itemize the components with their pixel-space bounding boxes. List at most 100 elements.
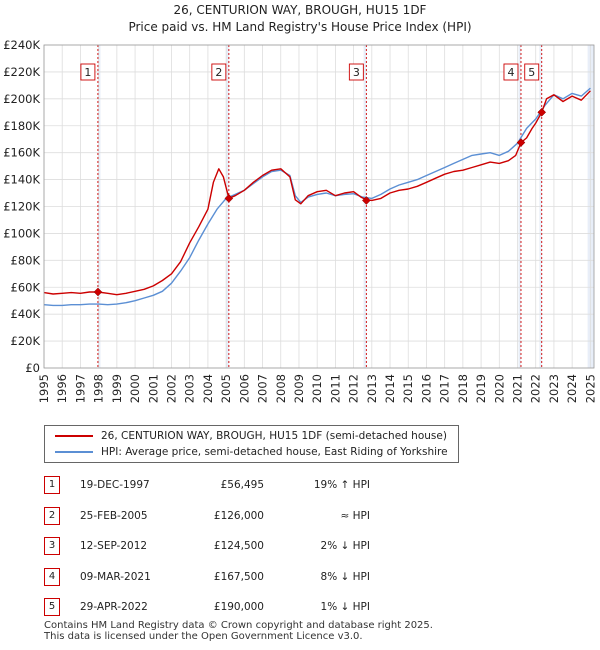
sale-date: 25-FEB-2005 — [80, 509, 148, 522]
y-tick-label: £40K — [11, 307, 41, 321]
sale-label-box-3 — [348, 63, 364, 81]
sale-label-5: 5 — [528, 66, 535, 79]
y-axis-ticks: £0 £20K £40K £60K £80K £100K £120K £140K £160K £1… — [3, 38, 40, 375]
x-tick-label: 2018 — [456, 374, 470, 403]
x-tick-label: 2022 — [529, 374, 543, 403]
x-tick-label: 2004 — [201, 374, 215, 403]
x-tick-label: 2003 — [183, 374, 197, 403]
x-tick-label: 2011 — [328, 374, 342, 403]
legend-swatch-hpi — [55, 451, 93, 453]
sale-markers — [93, 107, 547, 297]
series-lines — [43, 87, 591, 307]
x-tick-label: 2001 — [146, 374, 160, 403]
x-tick-label: 2009 — [292, 374, 306, 403]
chart-title: 26, CENTURION WAY, BROUGH, HU15 1DF Pric… — [0, 2, 600, 36]
x-axis-ticks: 1995 1996 1997 1998 1999 2000 2001 2002 2003 2004… — [37, 374, 597, 403]
sale-number-badge: 2 — [44, 506, 60, 525]
sale-marker-2 — [224, 194, 234, 203]
sale-row-5: 5 29-APR-2022 £190,000 1% ↓ HPI — [0, 598, 600, 618]
sale-label-2: 2 — [215, 66, 222, 79]
x-tick-label: 2024 — [565, 374, 579, 403]
x-tick-label: 2005 — [219, 374, 233, 403]
sale-date: 12-SEP-2012 — [80, 540, 148, 552]
sale-price: £190,000 — [213, 601, 264, 613]
x-tick-label: 2002 — [164, 374, 178, 403]
x-tick-label: 2006 — [237, 374, 251, 403]
sale-price: £56,495 — [220, 479, 264, 491]
x-tick-label: 1995 — [37, 374, 51, 403]
sale-number-badge: 3 — [44, 537, 60, 555]
sale-number-badge: 4 — [44, 567, 60, 586]
sale-price: £124,500 — [213, 540, 264, 552]
footer-line-2: This data is licensed under the Open Gov… — [44, 631, 363, 642]
sale-marker-5 — [537, 107, 547, 117]
x-tick-label: 2019 — [474, 374, 488, 403]
legend: 26, CENTURION WAY, BROUGH, HU15 1DF (sem… — [44, 425, 459, 463]
x-tick-label: 2023 — [547, 374, 561, 403]
x-tick-label: 2013 — [365, 374, 379, 403]
plot-frame — [43, 44, 595, 369]
sale-date: 19-DEC-1997 — [80, 479, 150, 491]
grid — [43, 44, 594, 369]
sale-number-badge: 1 — [44, 476, 60, 494]
x-tick-label: 2017 — [438, 374, 452, 403]
legend-swatch-property — [55, 435, 93, 437]
y-tick-label: £200K — [3, 92, 40, 106]
x-tick-label: 2000 — [128, 374, 142, 403]
x-tick-label: 2012 — [347, 374, 361, 403]
sale-date: 09-MAR-2021 — [80, 570, 151, 583]
sale-price: £126,000 — [213, 509, 264, 522]
footer: Contains HM Land Registry data © Crown c… — [44, 620, 433, 642]
y-tick-label: £160K — [3, 146, 40, 160]
x-tick-label: 1998 — [92, 374, 106, 403]
sale-label-box-5 — [524, 63, 540, 81]
y-tick-label: £240K — [3, 38, 40, 52]
sale-hpi-diff: 8% ↓ HPI — [320, 570, 370, 583]
sale-marker-3 — [361, 196, 371, 205]
footer-line-1: Contains HM Land Registry data © Crown c… — [44, 620, 433, 631]
y-tick-label: £20K — [11, 334, 41, 348]
title-line-1: 26, CENTURION WAY, BROUGH, HU15 1DF — [173, 3, 427, 17]
legend-item-property: 26, CENTURION WAY, BROUGH, HU15 1DF (sem… — [55, 428, 447, 444]
sale-row-4: 4 09-MAR-2021 £167,500 8% ↓ HPI — [0, 567, 600, 588]
sale-hpi-diff: 2% ↓ HPI — [320, 540, 370, 552]
x-tick-label: 1997 — [73, 374, 87, 403]
sale-label-1: 1 — [84, 66, 91, 79]
sale-label-3: 3 — [353, 66, 360, 79]
y-tick-label: £120K — [3, 200, 40, 214]
x-tick-label: 2021 — [511, 374, 525, 403]
sale-marker-4 — [516, 138, 526, 147]
x-tick-label: 2015 — [401, 374, 415, 403]
y-tick-label: £100K — [3, 226, 40, 240]
sale-price: £167,500 — [213, 570, 264, 583]
title-line-2: Price paid vs. HM Land Registry's House … — [128, 20, 472, 34]
x-tick-label: 1996 — [55, 374, 69, 403]
x-tick-label: 2020 — [492, 374, 506, 403]
x-tick-label: 2010 — [310, 374, 324, 403]
x-tick-label: 1999 — [110, 374, 124, 403]
sale-hpi-diff: ≈ HPI — [340, 509, 370, 522]
sale-marker-1 — [93, 287, 103, 297]
legend-item-hpi: HPI: Average price, semi-detached house,… — [55, 444, 448, 460]
x-tick-label: 2016 — [419, 374, 433, 403]
sale-vlines — [97, 45, 543, 368]
sale-label-4: 4 — [507, 66, 514, 79]
sale-labels: 1 2 3 4 5 — [80, 63, 540, 81]
sale-label-box-1 — [80, 63, 96, 81]
y-tick-label: £0 — [25, 361, 40, 375]
x-tick-label: 2007 — [256, 374, 270, 403]
sale-row-1: 1 19-DEC-1997 £56,495 19% ↑ HPI — [0, 476, 600, 496]
sale-number-badge: 5 — [44, 598, 60, 616]
property-price-line — [43, 90, 591, 296]
legend-label-property: 26, CENTURION WAY, BROUGH, HU15 1DF (sem… — [101, 430, 447, 442]
hpi-line — [43, 87, 591, 307]
y-tick-label: £140K — [3, 173, 40, 187]
sale-hpi-diff: 19% ↑ HPI — [313, 479, 370, 491]
sale-date: 29-APR-2022 — [80, 601, 148, 613]
x-tick-label: 2014 — [383, 374, 397, 403]
x-tick-label: 2025 — [583, 374, 597, 403]
y-tick-label: £60K — [11, 280, 41, 294]
sale-hpi-diff: 1% ↓ HPI — [320, 601, 370, 613]
y-tick-label: £180K — [3, 119, 40, 133]
